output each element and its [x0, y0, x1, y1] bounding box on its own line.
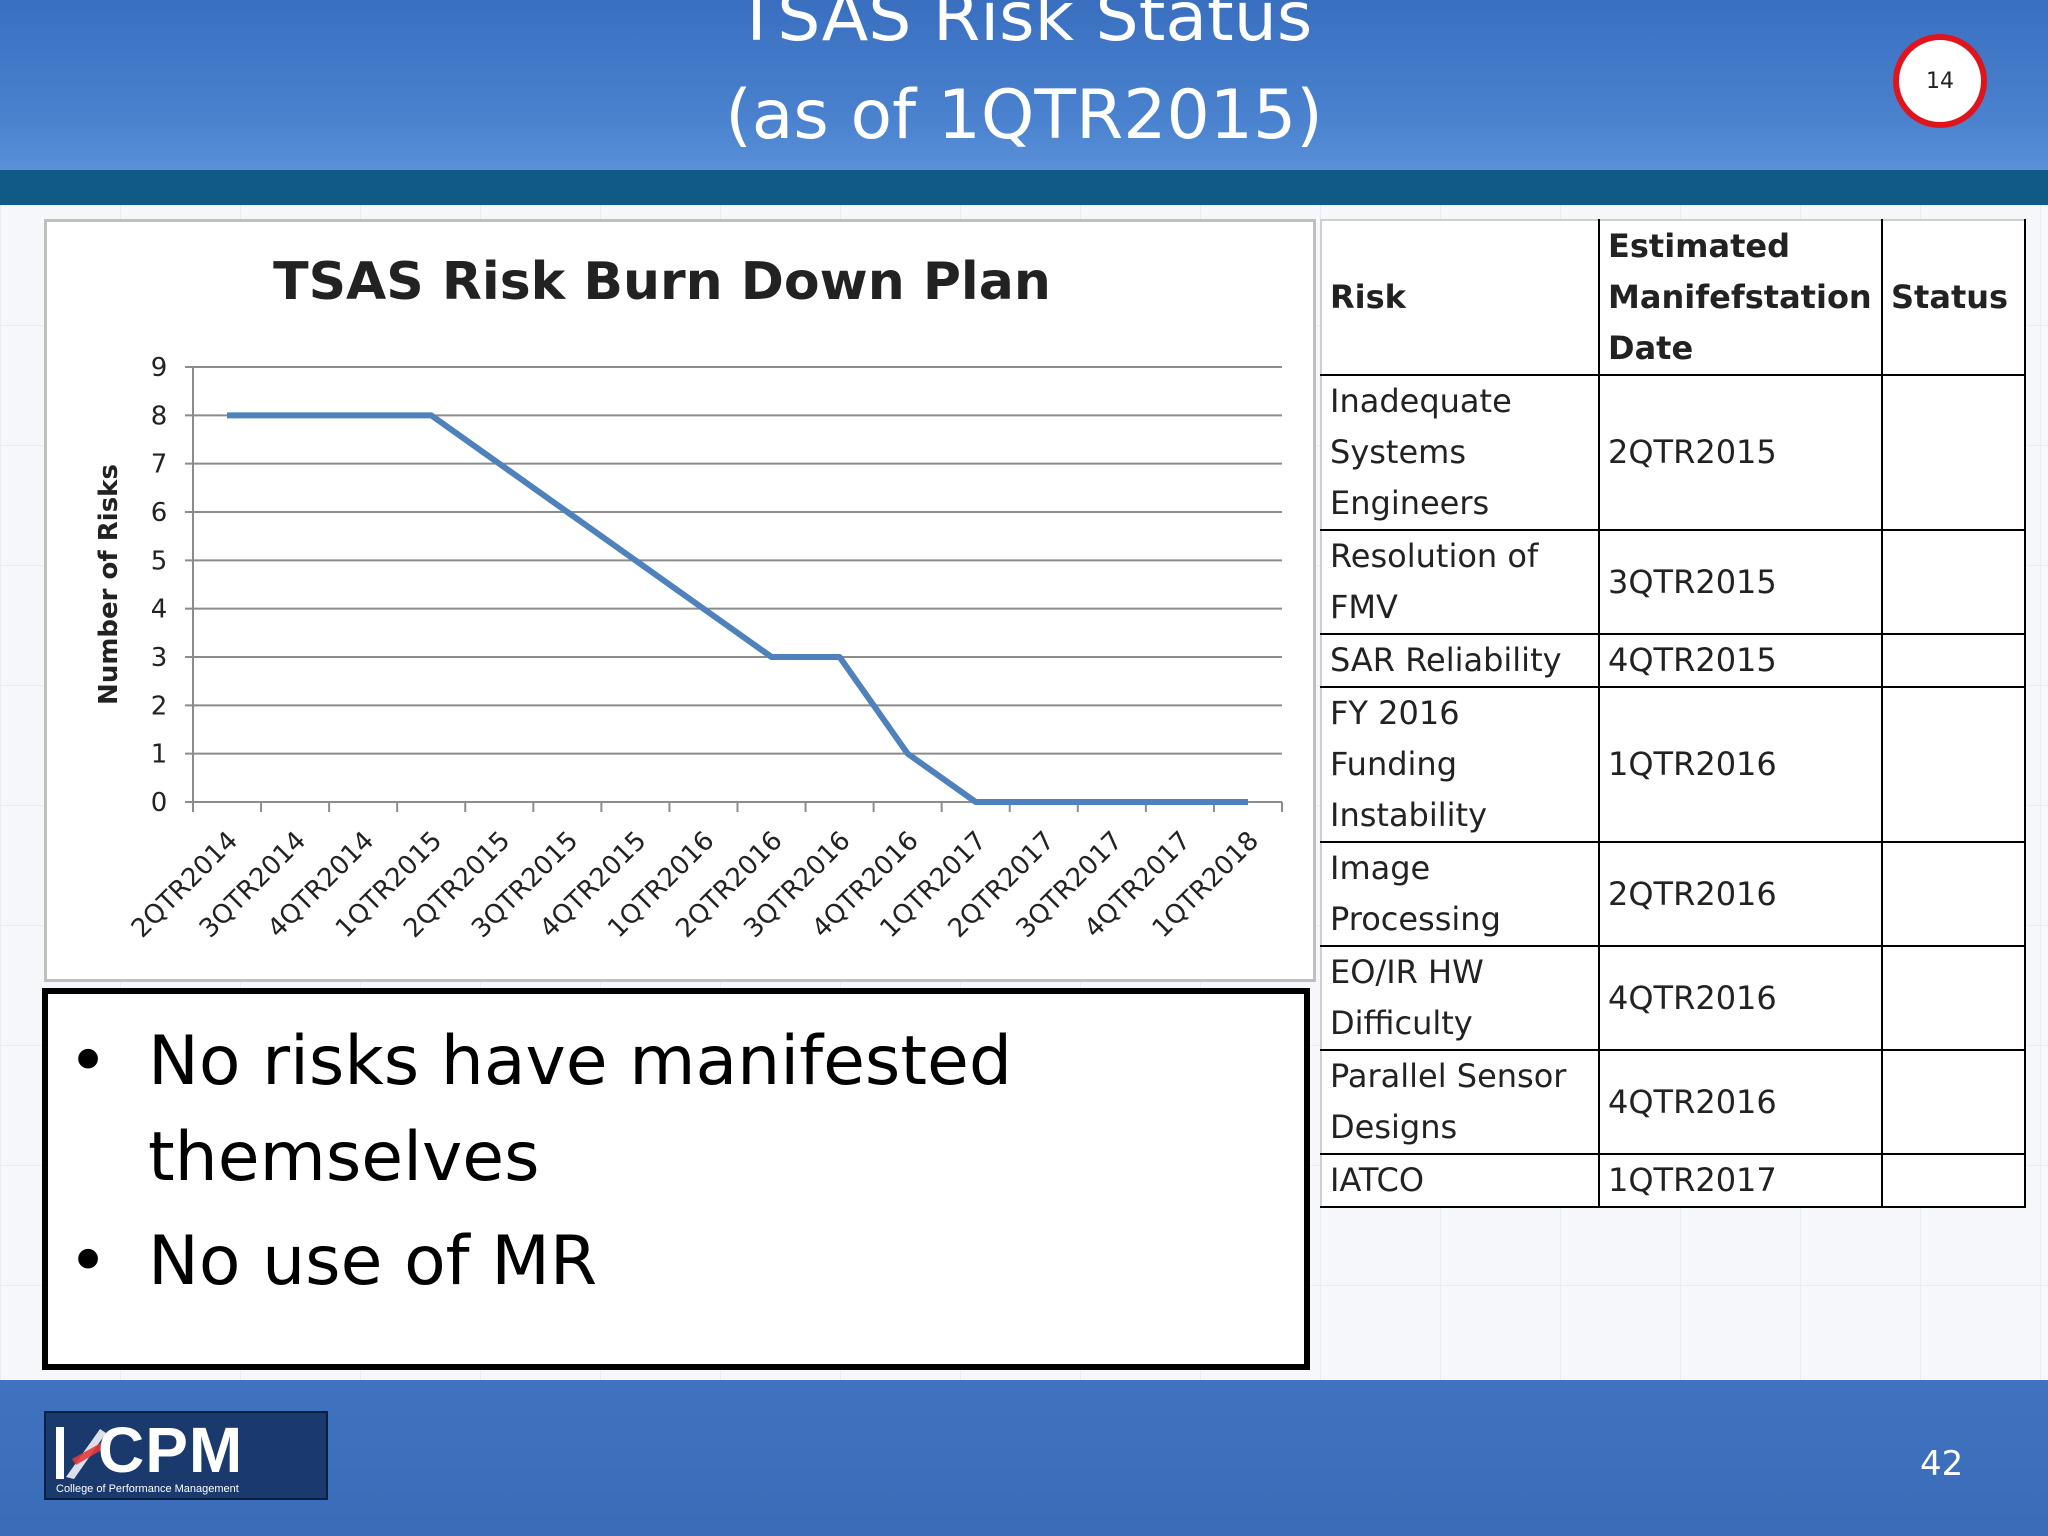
y-tick-label: 4 — [151, 595, 168, 625]
summary-box: • No risks have manifested themselves • No… — [42, 988, 1310, 1370]
slide-subtitle: (as of 1QTR2015) — [725, 76, 1323, 155]
y-tick-label: 9 — [151, 353, 168, 383]
bullet-item: • No use of MR — [68, 1214, 1248, 1310]
page-badge: 14 — [1893, 34, 1987, 128]
risk-cell: IATCO — [1320, 1153, 1600, 1208]
header-band — [0, 170, 2048, 205]
logo-subtitle: College of Performance Management — [56, 1483, 239, 1495]
table-row: SAR Reliability 4QTR2015 — [1320, 633, 2026, 688]
date-cell: 4QTR2016 — [1598, 945, 1883, 1051]
bullet-text: No risks have manifested themselves — [148, 1022, 1013, 1197]
status-cell — [1881, 374, 2026, 531]
date-cell: 1QTR2016 — [1598, 686, 1883, 843]
risk-cell: FY 2016 Funding Instability — [1320, 686, 1600, 843]
risk-cell: Inadequate Systems Engineers — [1320, 374, 1600, 531]
header-risk: Risk — [1320, 219, 1600, 376]
y-tick-label: 6 — [151, 498, 168, 528]
date-cell: 4QTR2015 — [1598, 633, 1883, 688]
date-cell: 4QTR2016 — [1598, 1049, 1883, 1155]
header-date: Estimated Manifefstation Date — [1598, 219, 1883, 376]
chart-title: TSAS Risk Burn Down Plan — [273, 252, 1051, 312]
status-cell — [1881, 945, 2026, 1051]
y-tick-label: 7 — [151, 450, 168, 480]
y-tick-label: 1 — [151, 740, 168, 770]
y-axis-label: Number of Risks — [94, 464, 124, 705]
table-row: Parallel Sensor Designs 4QTR2016 — [1320, 1049, 2026, 1155]
date-cell: 2QTR2016 — [1598, 841, 1883, 947]
risk-cell: EO/IR HW Difficulty — [1320, 945, 1600, 1051]
table-row: EO/IR HW Difficulty 4QTR2016 — [1320, 945, 2026, 1051]
y-tick-label: 0 — [151, 788, 168, 818]
table-row: Resolution of FMV 3QTR2015 — [1320, 529, 2026, 635]
table-row: Inadequate Systems Engineers 2QTR2015 — [1320, 374, 2026, 531]
risk-cell: Image Processing — [1320, 841, 1600, 947]
chart-plot: 01234567892QTR20143QTR20144QTR20141QTR20… — [94, 353, 1283, 944]
status-cell — [1881, 1049, 2026, 1155]
table-row: IATCO 1QTR2017 — [1320, 1153, 2026, 1208]
risk-cell: SAR Reliability — [1320, 633, 1600, 688]
table-row: Image Processing 2QTR2016 — [1320, 841, 2026, 947]
table-row: FY 2016 Funding Instability 1QTR2016 — [1320, 686, 2026, 843]
y-tick-label: 3 — [151, 643, 168, 673]
date-cell: 3QTR2015 — [1598, 529, 1883, 635]
logo-text: CPM — [98, 1414, 244, 1486]
header-status: Status — [1881, 219, 2026, 376]
slide-footer: 42 — [0, 1380, 2048, 1536]
y-tick-label: 8 — [151, 401, 168, 431]
slide-number: 42 — [1920, 1444, 1964, 1484]
date-cell: 1QTR2017 — [1598, 1153, 1883, 1208]
status-cell — [1881, 1153, 2026, 1208]
burn-down-chart: TSAS Risk Burn Down Plan 0 1 2 3 4 5 6 7 8 9 2QTR2… — [44, 219, 1316, 982]
risk-table: Risk Estimated Manifefstation Date Statu… — [1320, 219, 2026, 1208]
bullet-item: • No risks have manifested themselves — [68, 1014, 1248, 1206]
slide-title: TSAS Risk Status — [735, 0, 1313, 57]
status-cell — [1881, 686, 2026, 843]
status-cell — [1881, 841, 2026, 947]
y-tick-label: 2 — [151, 691, 168, 721]
risk-cell: Parallel Sensor Designs — [1320, 1049, 1600, 1155]
cpm-logo: CPM College of Performance Management — [44, 1411, 328, 1500]
slide-header: TSAS Risk Status (as of 1QTR2015) 14 — [0, 0, 2048, 170]
logo-swoosh-icon — [56, 1427, 110, 1479]
y-tick-label: 5 — [151, 546, 168, 576]
date-cell: 2QTR2015 — [1598, 374, 1883, 531]
bullet-text: No use of MR — [148, 1222, 598, 1301]
status-cell — [1881, 633, 2026, 688]
series-line — [227, 412, 1248, 805]
status-cell — [1881, 529, 2026, 635]
risk-cell: Resolution of FMV — [1320, 529, 1600, 635]
table-header-row: Risk Estimated Manifefstation Date Statu… — [1320, 219, 2026, 376]
